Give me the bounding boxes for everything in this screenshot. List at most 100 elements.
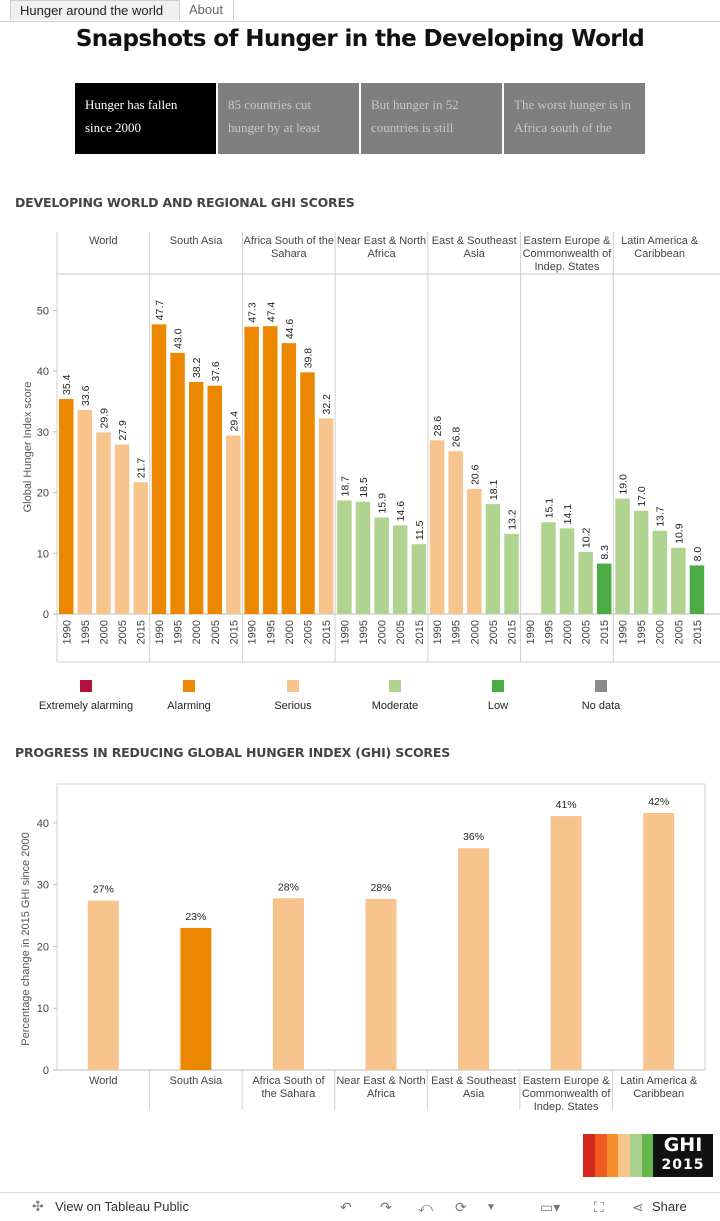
chart1-bar[interactable]: [263, 326, 278, 614]
refresh-icon[interactable]: ⟳: [455, 1199, 467, 1215]
chart2-data-label: 41%: [556, 799, 577, 811]
logo-text-block: GHI 2015: [653, 1134, 713, 1177]
chart1-bar[interactable]: [652, 530, 667, 614]
undo-icon[interactable]: ↶: [340, 1199, 352, 1215]
chart1-data-label: 13.2: [507, 509, 519, 530]
chart1-bar[interactable]: [59, 399, 74, 614]
chart2-ytick: 20: [37, 941, 49, 953]
chart1-year-label: 1990: [61, 620, 73, 644]
legend-label: Low: [487, 700, 509, 712]
chart1-region-header: Africa South of the: [244, 235, 335, 247]
chart1-bar[interactable]: [596, 563, 612, 614]
chart1-region-header: Commonwealth of: [523, 248, 613, 260]
chart1-bar[interactable]: [578, 552, 593, 614]
chart2-data-label: 36%: [463, 831, 484, 843]
share-icon[interactable]: ⋖: [632, 1199, 644, 1215]
legend-item[interactable]: Low: [438, 680, 558, 712]
chart1-data-label: 10.2: [581, 527, 593, 548]
chart1-bar[interactable]: [77, 409, 93, 614]
chart2-bar[interactable]: [87, 900, 119, 1070]
chart2-bar[interactable]: [180, 927, 212, 1070]
chart1-bar[interactable]: [615, 498, 630, 614]
chart1-bar[interactable]: [133, 482, 148, 614]
chart1-year-label: 2005: [210, 620, 222, 644]
chart1-bar[interactable]: [226, 435, 241, 614]
story-point-4[interactable]: The worst hunger is in Africa south of t…: [504, 83, 645, 154]
legend-item[interactable]: No data: [541, 680, 661, 712]
chart2-data-label: 42%: [648, 796, 669, 808]
chart1-bar[interactable]: [281, 343, 297, 614]
chart1-bar[interactable]: [355, 501, 371, 614]
chart1-data-label: 29.9: [98, 408, 110, 429]
logo-color-band: [629, 1134, 642, 1177]
chart1-bar[interactable]: [671, 547, 686, 614]
chart1-year-label: 2000: [284, 620, 296, 644]
chart2-bar[interactable]: [643, 813, 675, 1070]
tab-about[interactable]: About: [180, 0, 234, 20]
chart1-region-header: Caribbean: [634, 248, 685, 260]
view-on-tableau-link[interactable]: View on Tableau Public: [55, 1199, 189, 1214]
chart1-data-label: 11.5: [414, 520, 426, 540]
chart1-region-header: Sahara: [271, 248, 307, 260]
logo-color-band: [641, 1134, 654, 1177]
chart1-bar[interactable]: [633, 510, 649, 614]
chart1-bar[interactable]: [207, 385, 223, 614]
chart1-bar[interactable]: [96, 432, 111, 614]
chart1-data-label: 17.0: [636, 486, 648, 507]
chart1-bar[interactable]: [448, 451, 463, 614]
chart1-ytick: 50: [37, 305, 49, 317]
chart1-bar[interactable]: [244, 326, 259, 614]
chart1-bar[interactable]: [559, 528, 575, 614]
revert-icon[interactable]: ⤺: [418, 1199, 433, 1215]
dropdown-icon[interactable]: ▼: [486, 1202, 496, 1213]
chart1-bar[interactable]: [689, 565, 705, 614]
chart1-region-header: Latin America &: [621, 235, 699, 247]
legend-item[interactable]: Alarming: [129, 680, 249, 712]
story-point-1[interactable]: Hunger has fallen since 2000: [75, 83, 216, 154]
share-button[interactable]: Share: [652, 1199, 687, 1214]
chart2-bar[interactable]: [550, 816, 582, 1070]
logo-color-band: [606, 1134, 619, 1177]
chart1-bar[interactable]: [300, 372, 315, 614]
chart1-year-label: 1990: [247, 620, 259, 644]
chart1-bar[interactable]: [411, 544, 427, 614]
chart1-bar[interactable]: [114, 444, 130, 614]
chart1-data-label: 47.4: [265, 302, 277, 323]
chart1-bar[interactable]: [429, 440, 445, 614]
tableau-icon[interactable]: ✣: [32, 1198, 44, 1214]
legend-item[interactable]: Moderate: [335, 680, 455, 712]
legend-label: Moderate: [371, 700, 419, 712]
fullscreen-icon[interactable]: ⛶: [594, 1199, 604, 1215]
comment-icon[interactable]: ▭▾: [540, 1199, 561, 1215]
tab-hunger-around-world[interactable]: Hunger around the world: [10, 0, 180, 20]
legend-label: Extremely alarming: [38, 700, 134, 712]
chart1-title: DEVELOPING WORLD AND REGIONAL GHI SCORES: [15, 195, 355, 210]
chart2-bar[interactable]: [272, 898, 304, 1070]
chart1-bar[interactable]: [337, 500, 352, 614]
chart1-bar[interactable]: [467, 488, 482, 614]
chart1-year-label: 2005: [488, 620, 500, 644]
chart1-bar[interactable]: [485, 504, 501, 614]
chart1-region-header: Near East & North: [337, 235, 426, 247]
chart1-year-label: 1990: [154, 620, 166, 644]
chart2-bar[interactable]: [365, 898, 397, 1070]
chart2-ytick: 10: [37, 1003, 49, 1015]
story-point-2[interactable]: 85 countries cut hunger by at least: [218, 83, 359, 154]
legend-item[interactable]: Serious: [233, 680, 353, 712]
chart1-data-label: 15.1: [543, 498, 555, 519]
legend-item[interactable]: Extremely alarming: [26, 680, 146, 712]
chart1-data-label: 13.7: [655, 506, 667, 527]
chart1-bar[interactable]: [151, 324, 167, 614]
chart1-bar[interactable]: [318, 418, 334, 614]
chart1-bar[interactable]: [170, 352, 185, 614]
chart1-bar[interactable]: [374, 517, 389, 614]
chart2-bar[interactable]: [458, 848, 490, 1070]
chart1-bar[interactable]: [504, 533, 519, 614]
redo-icon[interactable]: ↷: [380, 1199, 392, 1215]
chart1-year-label: 2005: [117, 620, 129, 644]
story-point-3[interactable]: But hunger in 52 countries is still: [361, 83, 502, 154]
chart1-bar[interactable]: [188, 382, 204, 614]
chart1-bar[interactable]: [392, 525, 408, 614]
chart1-ytick: 40: [37, 366, 49, 378]
chart1-bar[interactable]: [541, 522, 556, 614]
